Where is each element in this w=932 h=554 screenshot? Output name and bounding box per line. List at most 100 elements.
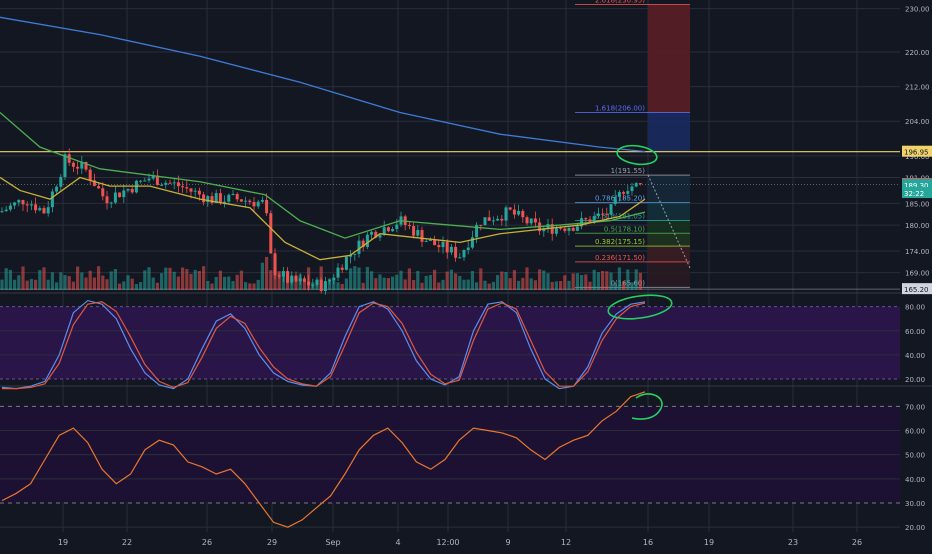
candle-up [164,182,168,185]
volume-bar [55,282,59,290]
candle-up [370,231,374,235]
volume-bar [542,270,546,290]
price-tick-label: 174.00 [905,248,930,256]
volume-bar [46,279,50,290]
ma-slow-line [0,16,646,153]
volume-bar [395,274,399,290]
price-axis-label: 189.30 [904,182,929,190]
volume-bar [504,272,508,290]
fib-level-label: 1.618(206.00) [595,105,645,113]
candle-up [231,193,235,195]
candle-up [4,209,8,212]
volume-bar [323,283,327,290]
candle-up [542,228,546,232]
annotation-circle [607,294,673,320]
x-tick-label: 19 [58,538,68,547]
volume-bar [349,268,353,290]
candle-up [466,247,470,251]
candle-up [46,207,50,214]
rsi-tick-label: 30.00 [905,500,925,508]
candle-up [206,196,210,203]
rsi-tick-label: 70.00 [905,403,925,411]
rsi-tick-label: 40.00 [905,476,925,484]
candle-up [113,192,117,203]
x-tick-label: 16 [643,538,653,547]
candle-up [428,239,432,241]
x-tick-label: Sep [325,538,340,547]
volume-bar [336,282,340,290]
volume-bar [437,282,441,290]
candle-down [479,224,483,226]
volume-bar [386,278,390,290]
volume-bar [176,276,180,290]
price-tick-label: 204.00 [905,118,930,126]
candle-down [487,217,491,221]
price-tick-label: 169.00 [905,270,930,278]
price-tick-label: 212.00 [905,84,930,92]
volume-bar [546,273,550,290]
volume-bar [248,283,252,290]
volume-bar [25,280,29,290]
volume-bar [202,266,206,290]
candle-up [0,211,4,213]
volume-bar [596,272,600,290]
volume-bar [227,276,231,290]
candle-down [533,218,537,223]
candle-down [189,188,193,192]
candle-down [197,190,201,195]
candle-down [584,218,588,220]
fib-level-label: 0.382(175.15) [595,238,645,246]
candle-down [412,226,416,236]
volume-bar [508,278,512,290]
volume-bar [449,269,453,290]
volume-bar [290,277,294,290]
price-axis-label: 165.20 [904,286,929,294]
candle-down [25,204,29,206]
volume-bar [101,275,105,290]
volume-bar [332,280,336,290]
candle-up [609,204,613,215]
candle-down [420,229,424,242]
volume-bar [428,275,432,290]
candle-up [378,235,382,238]
volume-bar [638,272,642,290]
candle-up [193,190,197,192]
candle-down [239,199,243,202]
volume-bar [399,270,403,290]
volume-bar [496,275,500,290]
stochastic-line [2,301,646,390]
volume-bar [319,266,323,290]
volume-bar [617,267,621,290]
price-axis-label-bg [902,178,932,190]
price-axis-label-bg [902,145,932,157]
volume-bar [189,274,193,290]
candle-up [517,210,521,215]
volume-bar [550,281,554,290]
volume-bar [433,269,437,290]
volume-bar [113,269,117,290]
candle-up [462,250,466,258]
candle-down [512,209,516,215]
candle-up [80,161,84,169]
volume-bar [311,282,315,290]
price-axis-label: 32:22 [904,190,924,198]
volume-bar [370,271,374,290]
stochastic-tick-label: 20.00 [905,376,925,384]
volume-bar [357,267,361,290]
candle-down [508,207,512,210]
volume-bar [491,281,495,290]
volume-bar [559,281,563,290]
candle-up [336,267,340,278]
candle-down [248,200,252,203]
rsi-tick-label: 20.00 [905,524,925,532]
stochastic-tick-label: 80.00 [905,304,925,312]
price-tick-label: 185.00 [905,200,930,208]
volume-bar [315,279,319,290]
candle-up [256,201,260,207]
x-tick-label: 23 [788,538,798,547]
x-tick-label: 22 [122,538,132,547]
volume-bar [517,280,521,290]
volume-bar [294,276,298,290]
